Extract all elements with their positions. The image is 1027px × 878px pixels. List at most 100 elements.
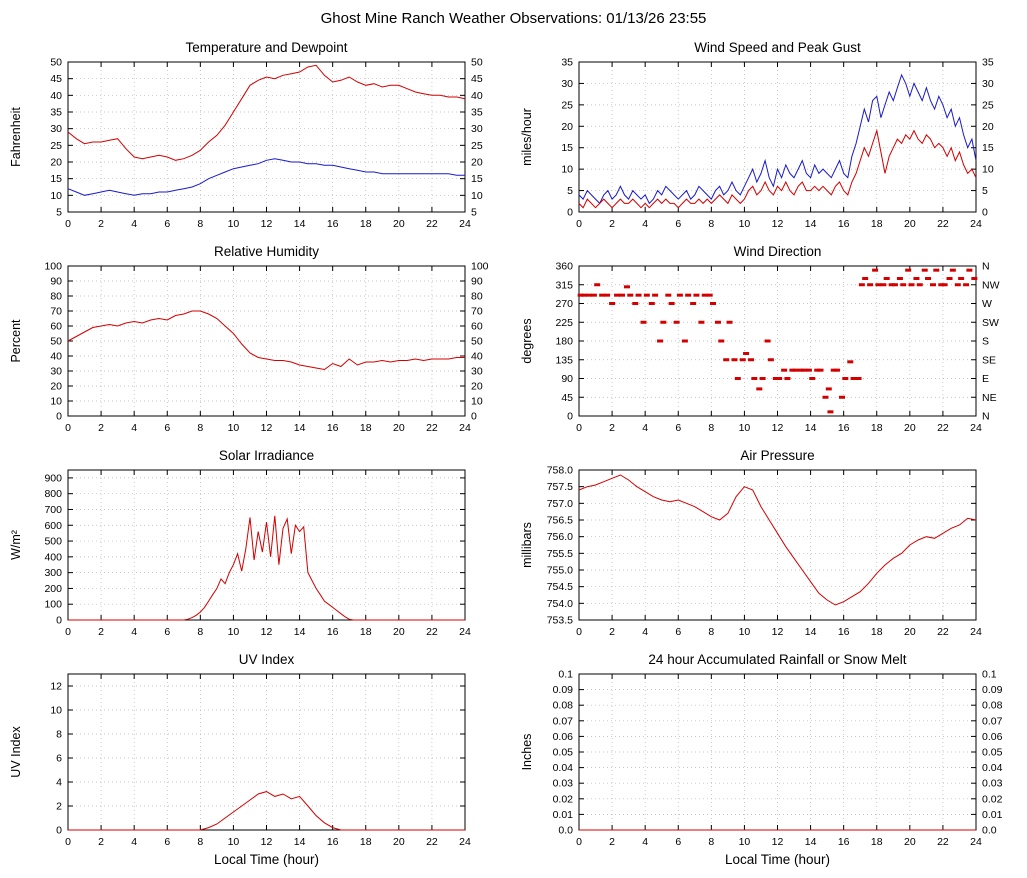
- x-tick-label: 0: [576, 422, 582, 434]
- x-tick-label: 8: [197, 218, 203, 230]
- chart-rainfall: 24 hour Accumulated Rainfall or Snow Mel…: [517, 650, 1022, 872]
- y-tick-label: 0.02: [553, 793, 574, 805]
- direction-marker: [599, 293, 606, 297]
- x-tick-label: 16: [327, 218, 339, 230]
- direction-marker: [726, 320, 733, 324]
- x-tick-label: 4: [642, 626, 648, 638]
- chart-wind-speed-gust: Wind Speed and Peak Gust 0 2 4 6 8 10 12 14 16 18 2…: [517, 38, 1022, 234]
- chart-wind-direction: Wind Direction 0 2 4 6 8 10 12 14 16 18 20 22 24 0 45 90…: [517, 242, 1022, 438]
- y-tick-label: 755.0: [547, 565, 573, 577]
- y-tick-label: 0: [567, 207, 573, 219]
- y-tick-label: 20: [50, 381, 62, 393]
- y-tick-label-right: 10: [471, 190, 483, 202]
- y-tick-label-right: 20: [471, 157, 483, 169]
- direction-marker: [690, 302, 697, 305]
- direction-marker: [594, 283, 601, 287]
- x-tick-label: 8: [197, 626, 203, 638]
- y-tick-label: 755.5: [547, 548, 573, 560]
- x-tick-label: 6: [164, 422, 170, 434]
- direction-marker: [809, 377, 816, 380]
- direction-marker: [925, 277, 932, 280]
- y-tick-label: 0.09: [553, 684, 574, 696]
- x-tick-label: 20: [393, 218, 405, 230]
- direction-marker: [933, 268, 940, 272]
- x-tick-label: 12: [261, 422, 273, 434]
- direction-marker: [850, 377, 857, 380]
- x-tick-label: 16: [838, 626, 850, 638]
- x-tick-label: 10: [739, 218, 751, 230]
- direction-marker: [648, 302, 655, 305]
- y-tick-label-right: 20: [471, 381, 483, 393]
- y-tick-label-right: S: [982, 336, 989, 348]
- wind-direction-title: Wind Direction: [734, 244, 822, 259]
- x-tick-label: 20: [904, 626, 916, 638]
- direction-marker: [609, 302, 616, 305]
- direction-marker: [676, 293, 683, 297]
- y-tick-label: 0.01: [553, 809, 574, 821]
- x-tick-label: 22: [937, 836, 949, 848]
- direction-marker: [585, 293, 592, 297]
- y-tick-label: 35: [50, 107, 62, 119]
- y-tick-label: 0: [56, 615, 62, 627]
- y-tick-label-right: 30: [471, 366, 483, 378]
- y-tick-label: 754.5: [547, 581, 573, 593]
- y-tick-label-right: 0.0: [982, 825, 997, 837]
- y-tick-label: 6: [56, 753, 62, 765]
- x-tick-label: 14: [294, 626, 306, 638]
- x-tick-label: 6: [675, 422, 681, 434]
- x-tick-label: 18: [871, 626, 883, 638]
- x-tick-label: 20: [393, 836, 405, 848]
- x-tick-label: 10: [739, 422, 751, 434]
- relative-humidity-ylabel: Percent: [9, 319, 23, 363]
- y-tick-label-right: 0.1: [982, 669, 997, 681]
- y-tick-label: 0.05: [553, 747, 574, 759]
- y-tick-label: 60: [50, 321, 62, 333]
- y-tick-label-right: 30: [471, 123, 483, 135]
- direction-marker: [883, 277, 890, 280]
- wind-speed-line: [578, 128, 977, 209]
- y-tick-label: 50: [50, 57, 62, 69]
- y-tick-label: 400: [44, 551, 62, 563]
- y-tick-label-right: 35: [982, 57, 994, 69]
- x-tick-label: 4: [642, 422, 648, 434]
- direction-marker: [673, 320, 680, 324]
- y-tick-label: 25: [50, 140, 62, 152]
- direction-marker: [685, 293, 692, 297]
- x-tick-label: 12: [261, 626, 273, 638]
- y-tick-label: 45: [561, 392, 573, 404]
- y-tick-label: 30: [561, 78, 573, 90]
- rainfall-plot: 24 hour Accumulated Rainfall or Snow Mel…: [520, 652, 1003, 867]
- x-tick-label: 10: [228, 218, 240, 230]
- direction-marker: [751, 377, 758, 380]
- x-tick-label: 2: [98, 218, 104, 230]
- x-tick-label: 14: [805, 836, 817, 848]
- x-tick-label: 18: [871, 218, 883, 230]
- direction-marker: [880, 283, 887, 287]
- chart-solar-irradiance: Solar Irradiance 0 2 4 6 8 10 12 14 16 18 20 22 24 0 10…: [6, 446, 511, 642]
- temperature-dewpoint-title: Temperature and Dewpoint: [185, 40, 347, 55]
- direction-marker: [958, 277, 965, 280]
- solar-irradiance-title: Solar Irradiance: [219, 448, 314, 463]
- x-tick-label: 12: [772, 422, 784, 434]
- direction-marker: [759, 377, 766, 380]
- x-tick-label: 18: [360, 836, 372, 848]
- x-tick-label: 16: [838, 836, 850, 848]
- x-tick-label: 22: [426, 836, 438, 848]
- rainfall-xlabel: Local Time (hour): [725, 852, 830, 867]
- y-tick-label: 0.04: [553, 762, 574, 774]
- x-tick-label: 20: [904, 836, 916, 848]
- y-tick-label: 758.0: [547, 465, 573, 477]
- x-tick-label: 16: [838, 422, 850, 434]
- y-tick-label: 225: [555, 317, 573, 329]
- y-tick-label-right: W: [982, 298, 992, 310]
- x-tick-label: 2: [609, 836, 615, 848]
- x-tick-label: 14: [805, 422, 817, 434]
- y-tick-label: 5: [567, 185, 573, 197]
- y-tick-label: 10: [50, 396, 62, 408]
- x-tick-label: 16: [327, 626, 339, 638]
- direction-marker: [627, 293, 634, 297]
- y-tick-label: 12: [50, 681, 62, 693]
